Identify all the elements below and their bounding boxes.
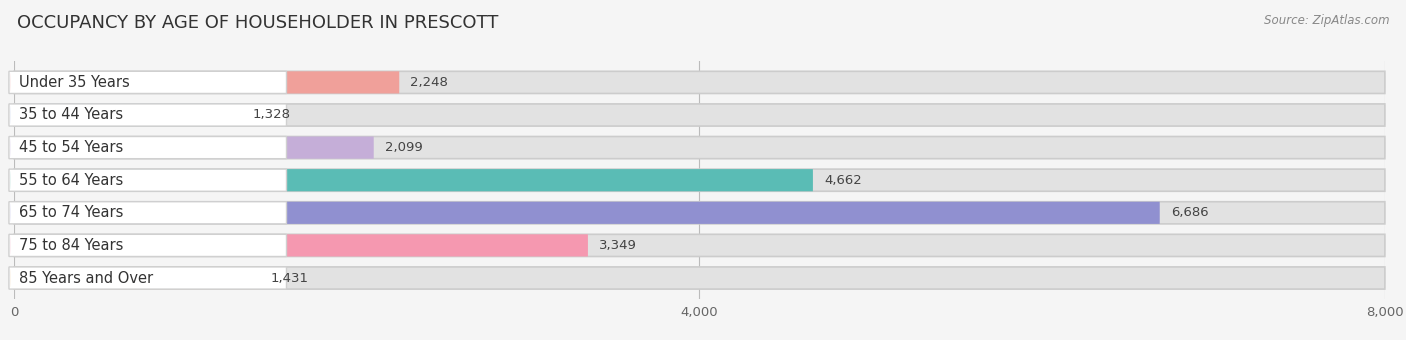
- FancyBboxPatch shape: [14, 137, 1385, 159]
- Text: 1,431: 1,431: [270, 272, 308, 285]
- Text: 85 Years and Over: 85 Years and Over: [20, 271, 153, 286]
- Text: 1,328: 1,328: [253, 108, 291, 121]
- FancyBboxPatch shape: [14, 202, 1385, 224]
- Text: 3,349: 3,349: [599, 239, 637, 252]
- FancyBboxPatch shape: [8, 202, 287, 224]
- FancyBboxPatch shape: [14, 71, 399, 94]
- FancyBboxPatch shape: [8, 71, 287, 94]
- FancyBboxPatch shape: [14, 137, 374, 159]
- Text: 45 to 54 Years: 45 to 54 Years: [20, 140, 124, 155]
- FancyBboxPatch shape: [8, 104, 287, 126]
- Text: 6,686: 6,686: [1171, 206, 1208, 219]
- Text: OCCUPANCY BY AGE OF HOUSEHOLDER IN PRESCOTT: OCCUPANCY BY AGE OF HOUSEHOLDER IN PRESC…: [17, 14, 498, 32]
- Text: 2,099: 2,099: [385, 141, 422, 154]
- FancyBboxPatch shape: [8, 234, 287, 256]
- Text: 2,248: 2,248: [411, 76, 449, 89]
- FancyBboxPatch shape: [8, 169, 287, 191]
- FancyBboxPatch shape: [14, 267, 1385, 289]
- FancyBboxPatch shape: [14, 202, 1160, 224]
- FancyBboxPatch shape: [14, 234, 588, 256]
- FancyBboxPatch shape: [8, 267, 287, 289]
- Text: 75 to 84 Years: 75 to 84 Years: [20, 238, 124, 253]
- Text: 4,662: 4,662: [824, 174, 862, 187]
- FancyBboxPatch shape: [8, 137, 287, 159]
- FancyBboxPatch shape: [14, 267, 259, 289]
- Text: 35 to 44 Years: 35 to 44 Years: [20, 107, 124, 122]
- FancyBboxPatch shape: [14, 104, 242, 126]
- Text: Source: ZipAtlas.com: Source: ZipAtlas.com: [1264, 14, 1389, 27]
- FancyBboxPatch shape: [14, 234, 1385, 256]
- Text: 65 to 74 Years: 65 to 74 Years: [20, 205, 124, 220]
- FancyBboxPatch shape: [14, 169, 813, 191]
- FancyBboxPatch shape: [14, 104, 1385, 126]
- FancyBboxPatch shape: [14, 71, 1385, 94]
- Text: 55 to 64 Years: 55 to 64 Years: [20, 173, 124, 188]
- Text: Under 35 Years: Under 35 Years: [20, 75, 129, 90]
- FancyBboxPatch shape: [14, 169, 1385, 191]
